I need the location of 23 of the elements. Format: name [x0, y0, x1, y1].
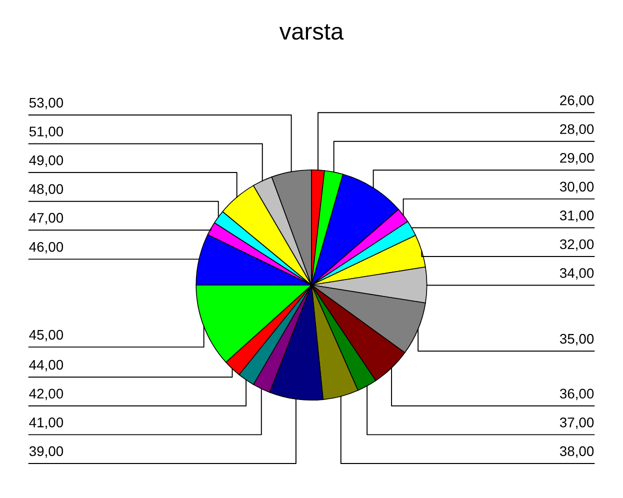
slice-label: 31,00 — [560, 210, 594, 222]
slice-label: 30,00 — [560, 182, 594, 194]
slice-label: 26,00 — [560, 95, 594, 107]
slice-label: 29,00 — [560, 152, 594, 164]
slice-label: 32,00 — [560, 239, 594, 251]
slice-label: 38,00 — [560, 446, 594, 458]
slice-label: 35,00 — [560, 334, 594, 346]
slice-label: 53,00 — [29, 98, 64, 110]
slice-label: 44,00 — [29, 360, 64, 372]
slice-label: 36,00 — [560, 388, 594, 400]
slice-label: 28,00 — [560, 124, 594, 136]
slice-label: 47,00 — [29, 212, 64, 224]
slice-label: 48,00 — [29, 184, 64, 196]
slice-label: 42,00 — [29, 388, 64, 400]
slice-label: 37,00 — [560, 417, 594, 429]
slice-label: 49,00 — [29, 155, 64, 167]
slice-label: 51,00 — [29, 126, 64, 138]
slice-label: 46,00 — [29, 242, 64, 254]
slice-label: 39,00 — [29, 446, 64, 458]
slice-label: 45,00 — [29, 330, 64, 342]
slice-label: 34,00 — [560, 268, 594, 280]
slice-label: 41,00 — [29, 417, 64, 429]
chart-title: varsta — [279, 24, 344, 40]
